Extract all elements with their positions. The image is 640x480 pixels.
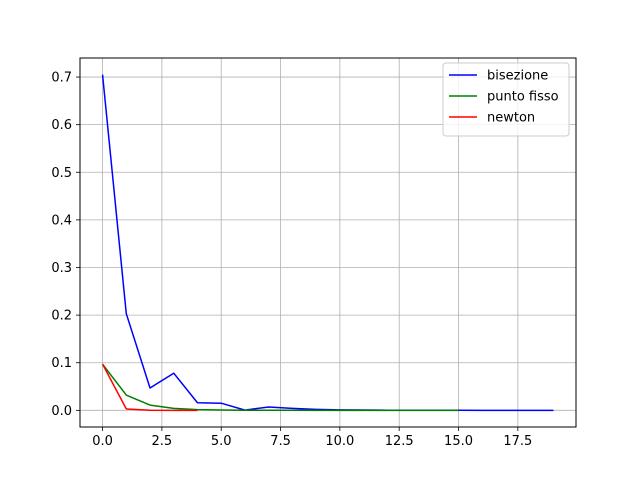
x-tick-label: 17.5 [503,434,532,449]
legend-label: newton [487,111,535,126]
y-tick-label: 0.0 [51,404,72,419]
x-tick-label: 10.0 [325,434,354,449]
y-tick-label: 0.6 [51,118,72,133]
x-tick-label: 15.0 [444,434,473,449]
legend-label: punto fisso [487,90,559,105]
y-tick-label: 0.4 [51,213,72,228]
y-tick-label: 0.5 [51,166,72,181]
series-lines [101,74,554,412]
series-line-punto-fisso [101,363,459,412]
y-tick-label: 0.2 [51,309,72,324]
axes-frame [79,57,577,428]
legend: bisezione punto fisso newton [442,62,570,137]
x-tick-label: 2.5 [152,434,173,449]
x-tick-label: 12.5 [385,434,414,449]
y-tick-label: 0.1 [51,356,72,371]
x-tick-label: 7.5 [270,434,291,449]
x-tick-label: 5.0 [211,434,232,449]
y-tick-label: 0.3 [51,261,72,276]
legend-label: bisezione [487,69,548,84]
y-axis-ticks: 0.0 0.1 0.2 0.3 0.4 0.5 0.6 0.7 [51,71,80,419]
x-tick-label: 0.0 [92,434,113,449]
x-axis-ticks: 0.0 2.5 5.0 7.5 10.0 12.5 15.0 17.5 [92,427,532,449]
y-tick-label: 0.7 [51,71,72,86]
series-line-newton [101,363,198,412]
